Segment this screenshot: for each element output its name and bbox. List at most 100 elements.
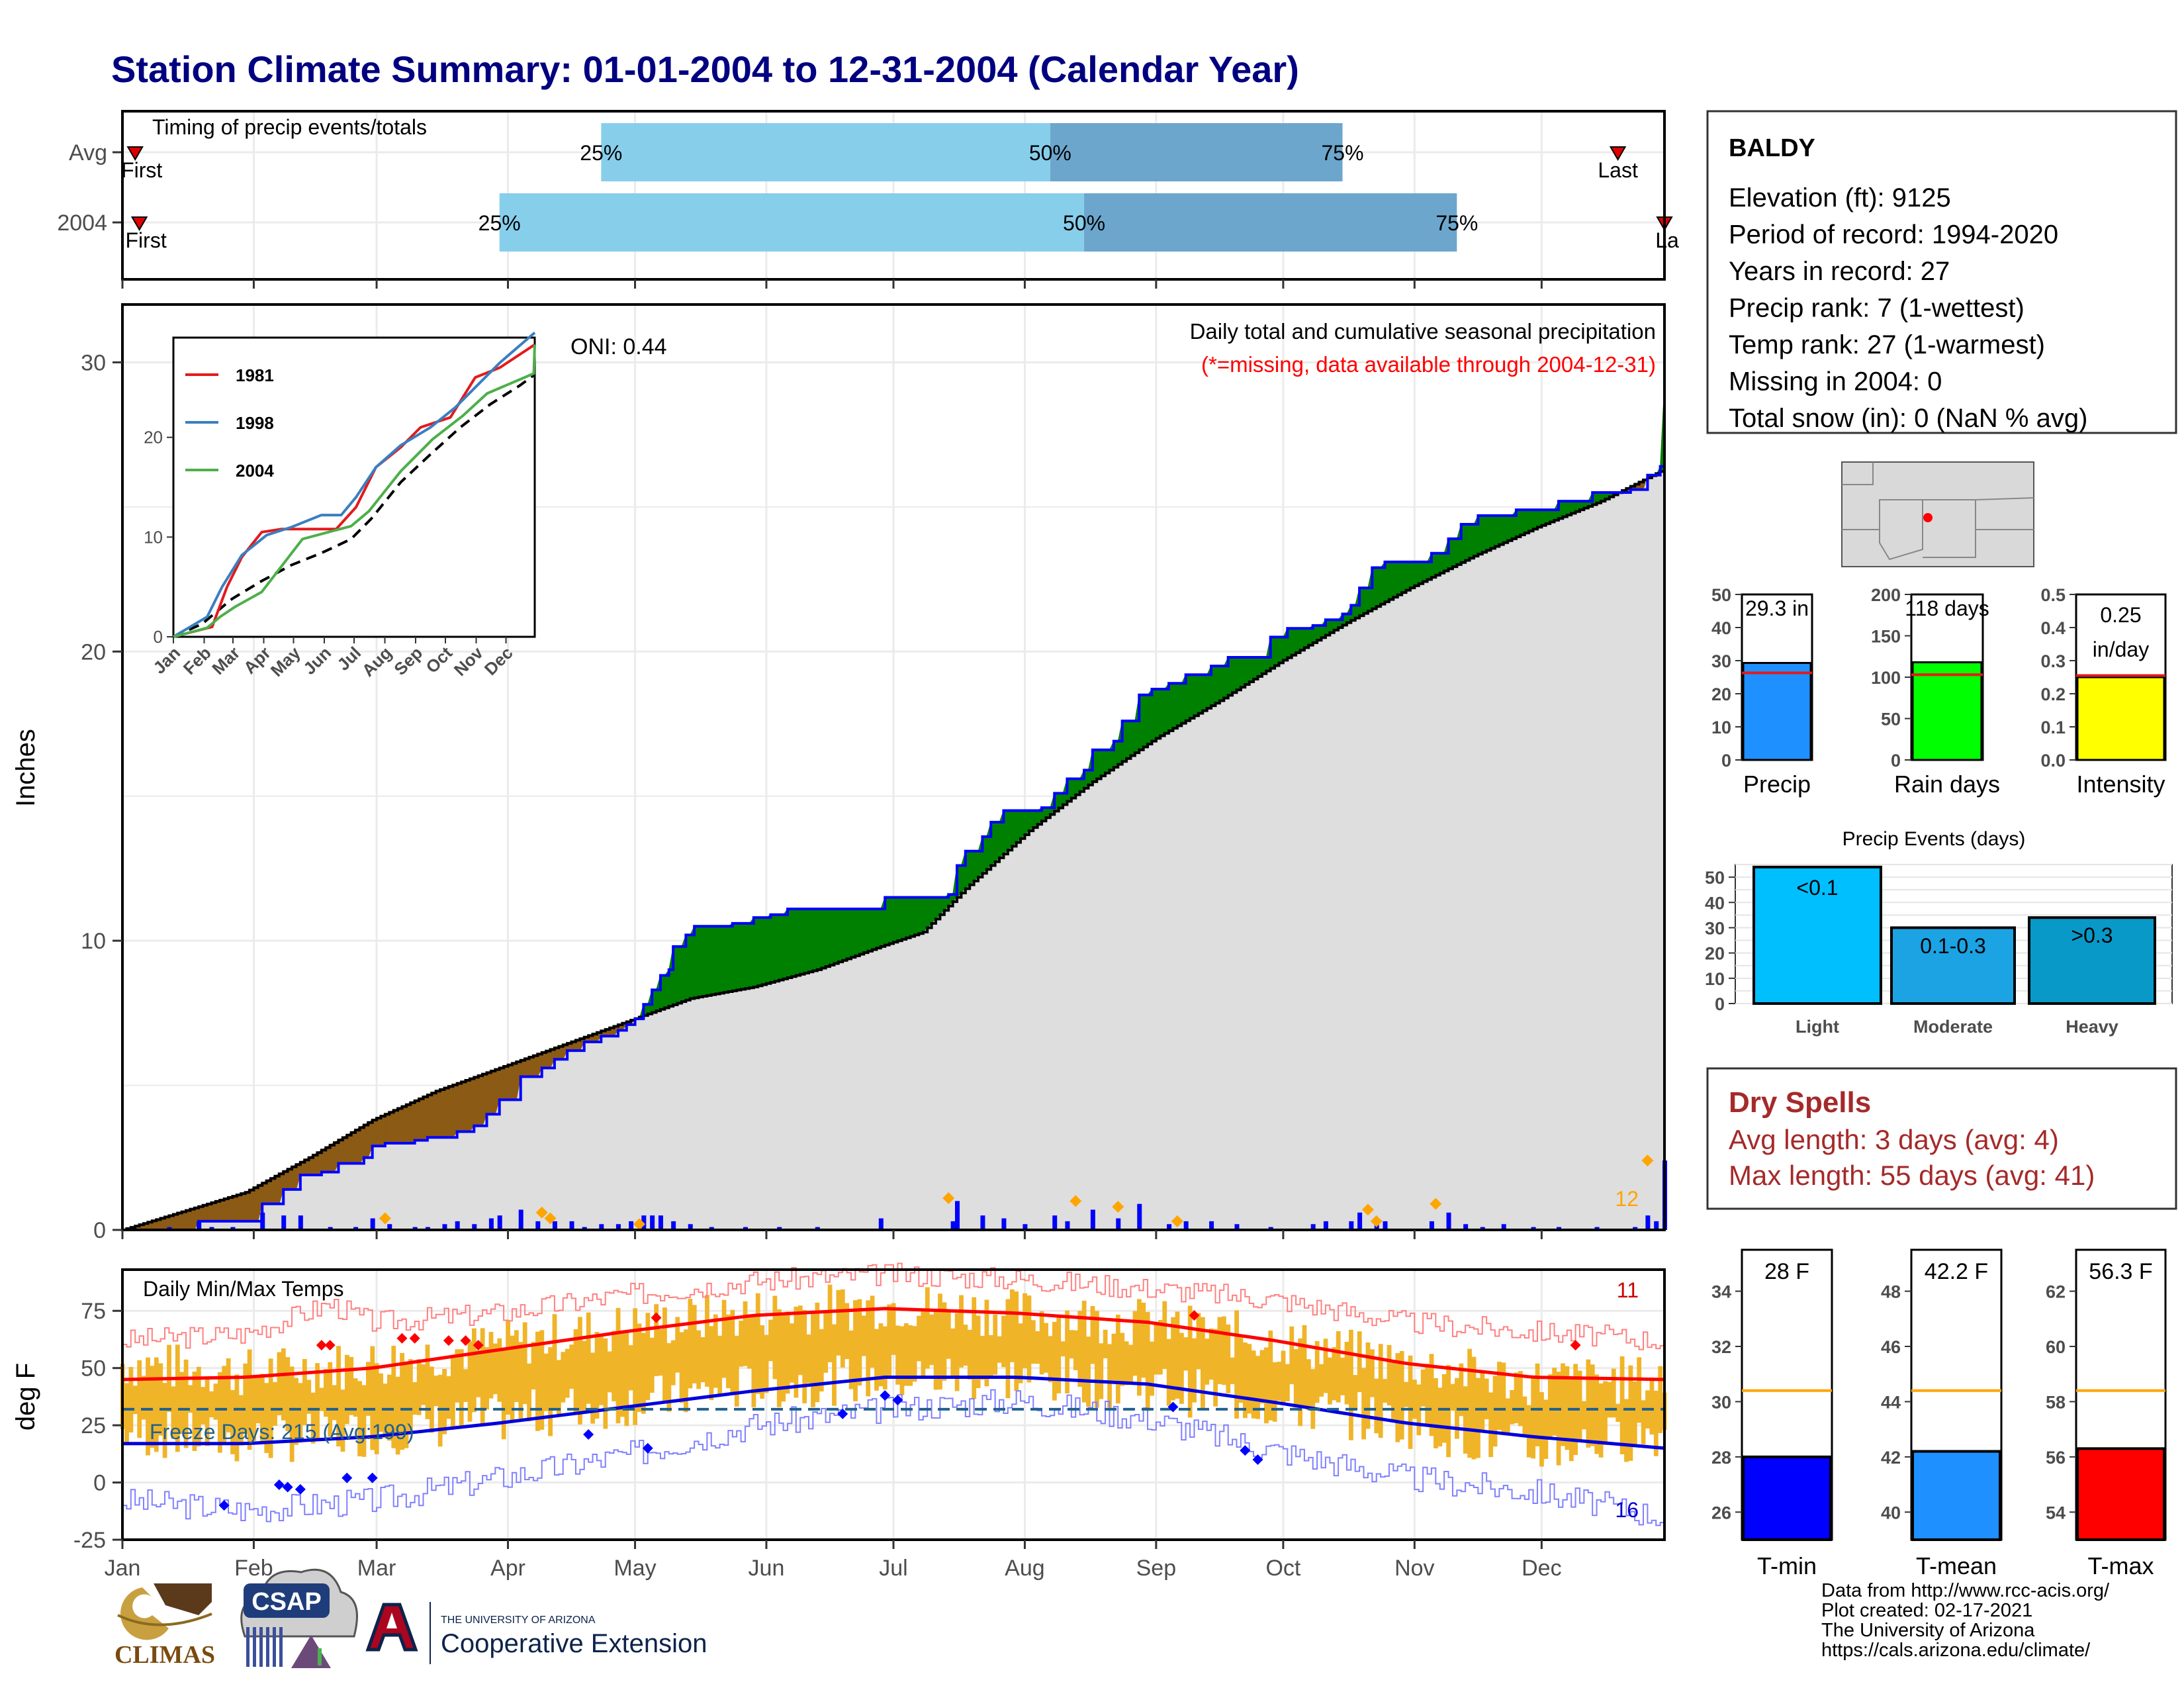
csap-wordmark: CSAP (251, 1588, 322, 1616)
daily-temp-bar (391, 1346, 396, 1448)
daily-temp-bar (328, 1362, 333, 1437)
daily-temp-bar (1607, 1382, 1612, 1418)
precip-departure-area (762, 917, 767, 986)
observed-cumulative-line (122, 382, 1666, 1231)
timing-row-label: Avg (69, 140, 107, 165)
daily-temp-bar (1416, 1384, 1422, 1436)
daily-temp-bar (857, 1299, 862, 1386)
summary-bar (2076, 676, 2165, 761)
daily-temp-bar (950, 1328, 956, 1378)
record-low-marker (642, 1442, 653, 1454)
precip-departure-area (1465, 524, 1470, 561)
temp-bar-ytick: 56 (2046, 1448, 2066, 1468)
record-low-count: 16 (1615, 1498, 1639, 1522)
timing-bar-q2 (1084, 193, 1457, 252)
daily-precip-bar (815, 1227, 820, 1230)
daily-temp-bar (1594, 1374, 1600, 1454)
daily-temp-bar (234, 1374, 240, 1462)
summary-ytick: 0.4 (2040, 618, 2066, 638)
summary-bar (1742, 662, 1812, 761)
daily-temp-bar (1009, 1289, 1015, 1362)
daily-precip-bar (878, 1218, 884, 1230)
daily-temp-bar (183, 1359, 189, 1448)
daily-precip-bar (230, 1227, 236, 1230)
daily-temp-bar (751, 1316, 756, 1407)
precip-departure-area (1503, 515, 1508, 543)
precip-departure-area (846, 908, 852, 960)
daily-precip-bar (1116, 1218, 1121, 1230)
daily-temp-bar (1255, 1356, 1260, 1419)
daily-temp-bar (1150, 1341, 1154, 1396)
precip-departure-area (414, 1098, 420, 1141)
daily-temp-bar (1433, 1378, 1438, 1448)
precip-departure-area (1363, 587, 1369, 614)
daily-temp-bar (853, 1300, 858, 1401)
inset-series-1998 (172, 331, 536, 638)
dry-spells-title: Dry Spells (1729, 1086, 1871, 1119)
first-marker (130, 216, 148, 231)
daily-temp-bar (201, 1387, 206, 1425)
daily-temp-bar (310, 1392, 316, 1444)
daily-temp-bar (615, 1307, 621, 1424)
daily-temp-bar (993, 1314, 998, 1375)
precip-departure-area (791, 908, 797, 977)
daily-temp-bar (400, 1352, 404, 1450)
daily-temp-bar (1162, 1301, 1167, 1370)
daily-temp-bar (1565, 1366, 1570, 1450)
daily-precip-bar (518, 1209, 523, 1230)
record-low-marker (837, 1408, 848, 1419)
daily-precip-bar (1374, 1224, 1379, 1230)
precip-departure-area (1452, 538, 1457, 567)
precip-departure-area (859, 908, 864, 955)
daily-temp-bar (840, 1289, 845, 1368)
precip-departure-area (1388, 561, 1394, 600)
daily-temp-bar (1187, 1305, 1193, 1418)
daily-temp-bar (976, 1315, 981, 1388)
record-high-marker (324, 1340, 336, 1351)
temp-bar (2076, 1447, 2165, 1541)
precip-ytick: 30 (81, 350, 106, 375)
daily-temp-bar (967, 1329, 972, 1380)
precip-departure-area (690, 926, 695, 999)
daily-temp-bar (1183, 1337, 1189, 1371)
daily-precip-bar (1594, 1227, 1600, 1230)
precip-departure-area (842, 908, 847, 961)
daily-temp-bar (844, 1303, 850, 1360)
daily-precip-bar (955, 1201, 960, 1230)
oni-label: ONI: 0.44 (570, 334, 667, 359)
daily-temp-bar (688, 1299, 693, 1389)
precip-departure-area (1177, 682, 1182, 727)
station-info-line: Elevation (ft): 9125 (1729, 183, 1951, 212)
daily-temp-bar (1247, 1344, 1252, 1414)
daily-temp-bar (980, 1336, 985, 1380)
daily-temp-bar (1619, 1356, 1625, 1454)
daily-temp-bar (1328, 1357, 1332, 1405)
record-low-marker (892, 1395, 903, 1406)
daily-temp-bar (416, 1359, 422, 1415)
daily-temp-bar (510, 1335, 515, 1423)
daily-temp-bar (565, 1348, 570, 1398)
precip-departure-area (457, 1081, 462, 1132)
temp-bar-ytick: 54 (2046, 1503, 2066, 1523)
daily-temp-bar (1205, 1338, 1210, 1385)
precip-departure-area (439, 1088, 445, 1138)
daily-temp-bar (395, 1376, 400, 1455)
temp-ytick: -25 (73, 1528, 106, 1553)
daily-temp-bar (806, 1334, 811, 1383)
event-bar (1752, 865, 1882, 1006)
daily-temp-bar (586, 1312, 591, 1404)
precip-departure-area (1274, 637, 1279, 667)
daily-temp-bar (1120, 1333, 1125, 1386)
daily-temp-bar (772, 1295, 778, 1380)
events-ytick: 20 (1705, 944, 1725, 964)
summary-ytick: 150 (1871, 627, 1901, 647)
daily-temp-bar (866, 1300, 871, 1397)
daily-temp-bar (815, 1302, 820, 1403)
precip-departure-area (914, 897, 919, 935)
daily-precip-bar (1463, 1224, 1469, 1230)
precip-departure-area (812, 908, 818, 972)
daily-temp-bar (543, 1353, 549, 1411)
daily-temp-bar (1060, 1341, 1066, 1357)
precip-departure-area (833, 908, 839, 964)
daily-temp-bar (154, 1357, 159, 1452)
